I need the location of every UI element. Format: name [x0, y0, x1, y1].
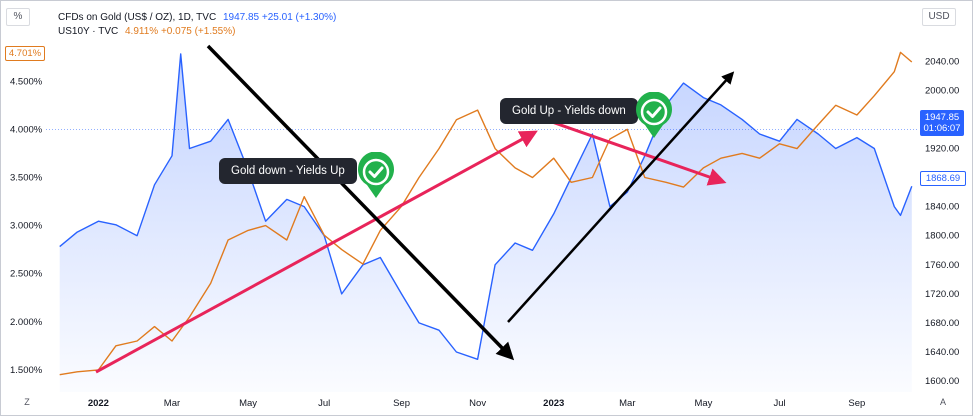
left-axis-tick-label: 4.500% — [10, 76, 43, 87]
red-arrow-yields-down — [551, 120, 727, 186]
left-axis-tick-label: 1.500% — [10, 365, 43, 376]
right-axis-tick-label: 1800.00 — [925, 231, 959, 242]
right-axis-tick-label: 1760.00 — [925, 260, 959, 271]
x-axis-tick-label: Jul — [773, 398, 785, 409]
zoom-button[interactable]: Z — [20, 396, 34, 408]
right-axis-tick-label: 1720.00 — [925, 289, 959, 300]
gold-second-tag: 1868.69 — [920, 171, 966, 186]
black-arrow-gold-down — [206, 44, 515, 361]
x-axis-tick-label: Sep — [848, 398, 865, 409]
x-axis-tick-label: 2022 — [88, 398, 109, 409]
yield-last-tag: 4.701% — [5, 46, 45, 61]
right-axis-tick-label: 1680.00 — [925, 318, 959, 329]
x-axis-tick-label: Nov — [469, 398, 486, 409]
x-axis-tick-label: Sep — [393, 398, 410, 409]
gold-last-tag: 1947.85 01:06:07 — [920, 110, 964, 136]
legend-yield[interactable]: US10Y · TVC 4.911% +0.075 (+1.55%) — [58, 26, 235, 37]
x-axis-tick-label: 2023 — [543, 398, 564, 409]
gold-last-price: 1947.85 — [924, 112, 960, 123]
x-axis-tick-label: May — [694, 398, 712, 409]
gold-series-line — [59, 53, 913, 360]
right-axis-tick-label: 1920.00 — [925, 143, 959, 154]
right-axis-tick-label: 2000.00 — [925, 85, 959, 96]
percent-scale-button[interactable]: % — [6, 8, 30, 26]
legend-yield-value: 4.911% +0.075 (+1.55%) — [125, 26, 236, 37]
legend-gold-label: CFDs on Gold (US$ / OZ), 1D, TVC — [58, 12, 217, 23]
x-axis-tick-label: Mar — [619, 398, 635, 409]
check-badge-icon — [636, 92, 672, 138]
x-axis-tick-label: Jul — [318, 398, 330, 409]
legend-yield-label: US10Y · TVC — [58, 26, 119, 37]
check-badge-icon — [358, 152, 394, 198]
x-axis-tick-label: May — [239, 398, 257, 409]
auto-scale-button[interactable]: A — [936, 396, 950, 408]
gold-last-time: 01:06:07 — [923, 123, 961, 134]
red-arrow-yields-up — [95, 130, 538, 374]
currency-button[interactable]: USD — [922, 8, 956, 26]
right-axis-tick-label: 1640.00 — [925, 347, 959, 358]
legend-gold[interactable]: CFDs on Gold (US$ / OZ), 1D, TVC 1947.85… — [58, 12, 336, 23]
x-axis-tick-label: Mar — [164, 398, 180, 409]
gold-series-area — [59, 54, 912, 392]
annotation-gold-up-yields-down[interactable]: Gold Up - Yields down — [500, 98, 638, 124]
annotation-gold-down-yields-up[interactable]: Gold down - Yields Up — [219, 158, 357, 184]
left-axis-tick-label: 3.500% — [10, 172, 43, 183]
left-axis-tick-label: 3.000% — [10, 221, 43, 232]
right-axis-tick-label: 2040.00 — [925, 56, 959, 67]
left-axis-tick-label: 4.000% — [10, 124, 43, 135]
legend-gold-value: 1947.85 +25.01 (+1.30%) — [222, 12, 337, 23]
left-axis-tick-label: 2.500% — [10, 269, 43, 280]
black-arrow-gold-up — [507, 71, 735, 323]
yield-series-line — [59, 51, 913, 376]
right-axis-tick-label: 1840.00 — [925, 202, 959, 213]
right-axis-tick-label: 1600.00 — [925, 376, 959, 387]
left-axis-tick-label: 2.000% — [10, 317, 43, 328]
